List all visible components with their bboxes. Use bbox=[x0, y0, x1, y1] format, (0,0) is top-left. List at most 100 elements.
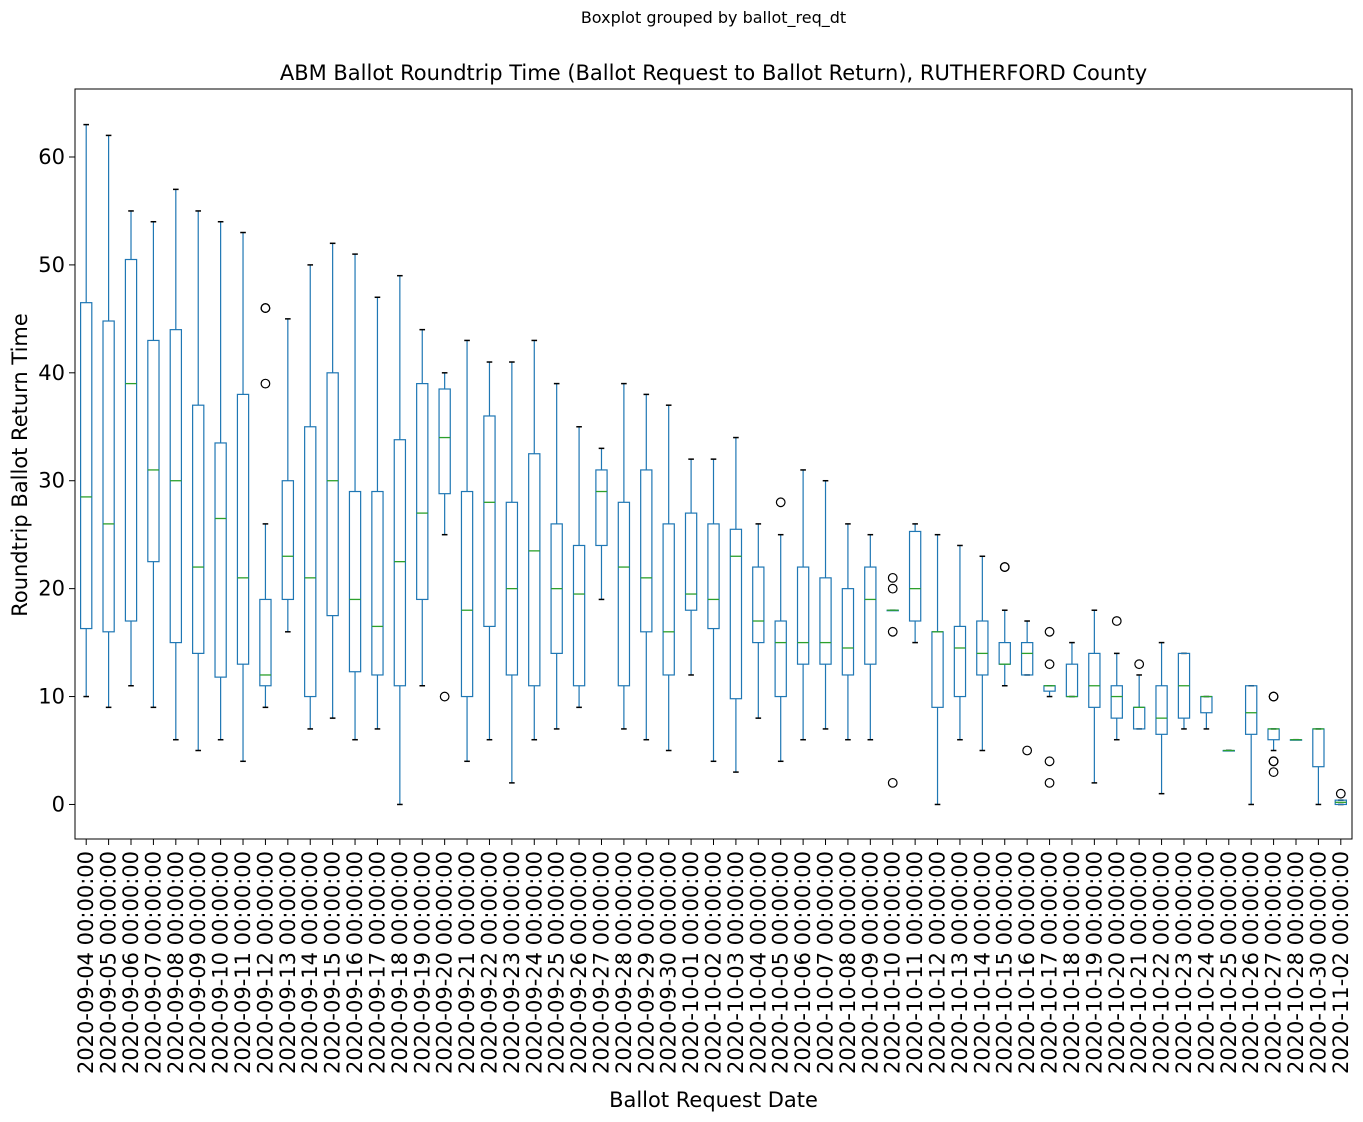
box-group bbox=[393, 274, 407, 806]
box-iqr bbox=[976, 620, 989, 676]
x-tick-label: 2020-10-16 00:00:00 bbox=[1015, 851, 1039, 1074]
box-iqr bbox=[460, 490, 474, 698]
outlier-point bbox=[1022, 745, 1033, 756]
x-tick-label: 2020-10-26 00:00:00 bbox=[1239, 851, 1263, 1074]
box-group bbox=[304, 264, 317, 730]
outlier-point bbox=[775, 497, 786, 508]
box-iqr bbox=[684, 512, 698, 611]
box-iqr bbox=[192, 404, 205, 654]
x-tick-label: 2020-10-25 00:00:00 bbox=[1217, 851, 1241, 1074]
box-group bbox=[886, 572, 899, 788]
x-tick-label: 2020-10-13 00:00:00 bbox=[948, 851, 972, 1074]
box-iqr bbox=[438, 388, 451, 495]
x-tick-label: 2020-09-28 00:00:00 bbox=[612, 851, 636, 1074]
box-iqr bbox=[80, 302, 93, 630]
box-iqr bbox=[729, 528, 743, 700]
box-iqr bbox=[102, 320, 115, 633]
outlier-point bbox=[1044, 777, 1055, 788]
box-group bbox=[348, 253, 362, 741]
y-tick-label: 10 bbox=[38, 685, 65, 709]
outlier-point bbox=[1268, 691, 1279, 702]
box-iqr bbox=[572, 544, 586, 687]
y-tick-label: 20 bbox=[38, 577, 65, 601]
box-group bbox=[640, 393, 653, 741]
box-iqr bbox=[595, 469, 608, 547]
outlier-point bbox=[1044, 659, 1055, 670]
box-iqr bbox=[214, 442, 227, 678]
box-group bbox=[169, 188, 183, 741]
x-tick-label: 2020-10-24 00:00:00 bbox=[1194, 851, 1218, 1074]
outlier-point bbox=[260, 378, 271, 389]
box-group bbox=[438, 372, 451, 702]
box-group bbox=[371, 296, 384, 730]
box-group bbox=[1312, 728, 1325, 806]
outlier-point bbox=[1134, 659, 1145, 670]
x-tick-label: 2020-10-14 00:00:00 bbox=[970, 851, 994, 1074]
box-group bbox=[192, 210, 205, 752]
box-iqr bbox=[662, 523, 675, 676]
box-group bbox=[1200, 695, 1213, 730]
box-group bbox=[1020, 620, 1034, 756]
y-tick-label: 30 bbox=[38, 469, 65, 493]
x-tick-label: 2020-10-08 00:00:00 bbox=[836, 851, 860, 1074]
box-group bbox=[1132, 659, 1146, 730]
box-iqr bbox=[483, 415, 496, 628]
box-group bbox=[662, 404, 675, 752]
box-iqr bbox=[752, 566, 765, 644]
y-tick-label: 50 bbox=[38, 253, 65, 277]
box-group bbox=[1088, 609, 1101, 784]
box-group bbox=[483, 361, 496, 741]
box-iqr bbox=[304, 426, 317, 698]
box-iqr bbox=[1043, 685, 1056, 692]
x-tick-label: 2020-11-02 00:00:00 bbox=[1329, 851, 1353, 1074]
box-iqr bbox=[953, 625, 967, 698]
outlier-point bbox=[887, 583, 898, 594]
box-group bbox=[864, 533, 877, 741]
outlier-point bbox=[1335, 788, 1346, 799]
box-group bbox=[147, 220, 160, 709]
x-tick-label: 2020-10-02 00:00:00 bbox=[702, 851, 726, 1074]
y-tick-label: 40 bbox=[38, 361, 65, 385]
x-tick-label: 2020-10-18 00:00:00 bbox=[1060, 851, 1084, 1074]
box-iqr bbox=[1155, 685, 1168, 735]
box-iqr bbox=[416, 383, 429, 601]
box-group bbox=[1289, 738, 1303, 741]
box-group bbox=[236, 231, 250, 763]
box-iqr bbox=[864, 566, 877, 665]
box-iqr bbox=[326, 372, 339, 617]
chart-title: ABM Ballot Roundtrip Time (Ballot Reques… bbox=[279, 61, 1148, 85]
x-tick-label: 2020-10-06 00:00:00 bbox=[791, 851, 815, 1074]
box-iqr bbox=[1244, 685, 1258, 735]
box-group bbox=[774, 497, 787, 763]
x-tick-label: 2020-09-08 00:00:00 bbox=[164, 851, 188, 1074]
outlier-point bbox=[439, 691, 450, 702]
box-group bbox=[1110, 616, 1123, 741]
box-group bbox=[1267, 691, 1280, 777]
box-iqr bbox=[707, 523, 720, 630]
box-group bbox=[572, 426, 586, 709]
box-iqr bbox=[931, 631, 944, 708]
box-group bbox=[416, 328, 429, 687]
x-tick-label: 2020-10-27 00:00:00 bbox=[1262, 851, 1286, 1074]
x-tick-label: 2020-09-20 00:00:00 bbox=[433, 851, 457, 1074]
x-tick-label: 2020-09-06 00:00:00 bbox=[119, 851, 143, 1074]
box-group bbox=[1334, 788, 1347, 806]
box-iqr bbox=[617, 501, 631, 687]
box-iqr bbox=[1267, 728, 1280, 741]
box-iqr bbox=[1312, 728, 1325, 768]
box-group bbox=[841, 523, 855, 741]
box-group bbox=[1177, 652, 1191, 730]
x-tick-label: 2020-09-17 00:00:00 bbox=[365, 851, 389, 1074]
x-tick-label: 2020-10-12 00:00:00 bbox=[926, 851, 950, 1074]
box-iqr bbox=[236, 393, 250, 665]
box-iqr bbox=[147, 339, 160, 563]
x-axis-label: Ballot Request Date bbox=[609, 1088, 818, 1112]
box-iqr bbox=[841, 588, 855, 676]
outlier-point bbox=[887, 626, 898, 637]
box-iqr bbox=[348, 490, 362, 673]
x-tick-label: 2020-09-15 00:00:00 bbox=[321, 851, 345, 1074]
box-group bbox=[550, 382, 563, 730]
box-iqr bbox=[1110, 685, 1123, 719]
box-group bbox=[1065, 641, 1079, 698]
